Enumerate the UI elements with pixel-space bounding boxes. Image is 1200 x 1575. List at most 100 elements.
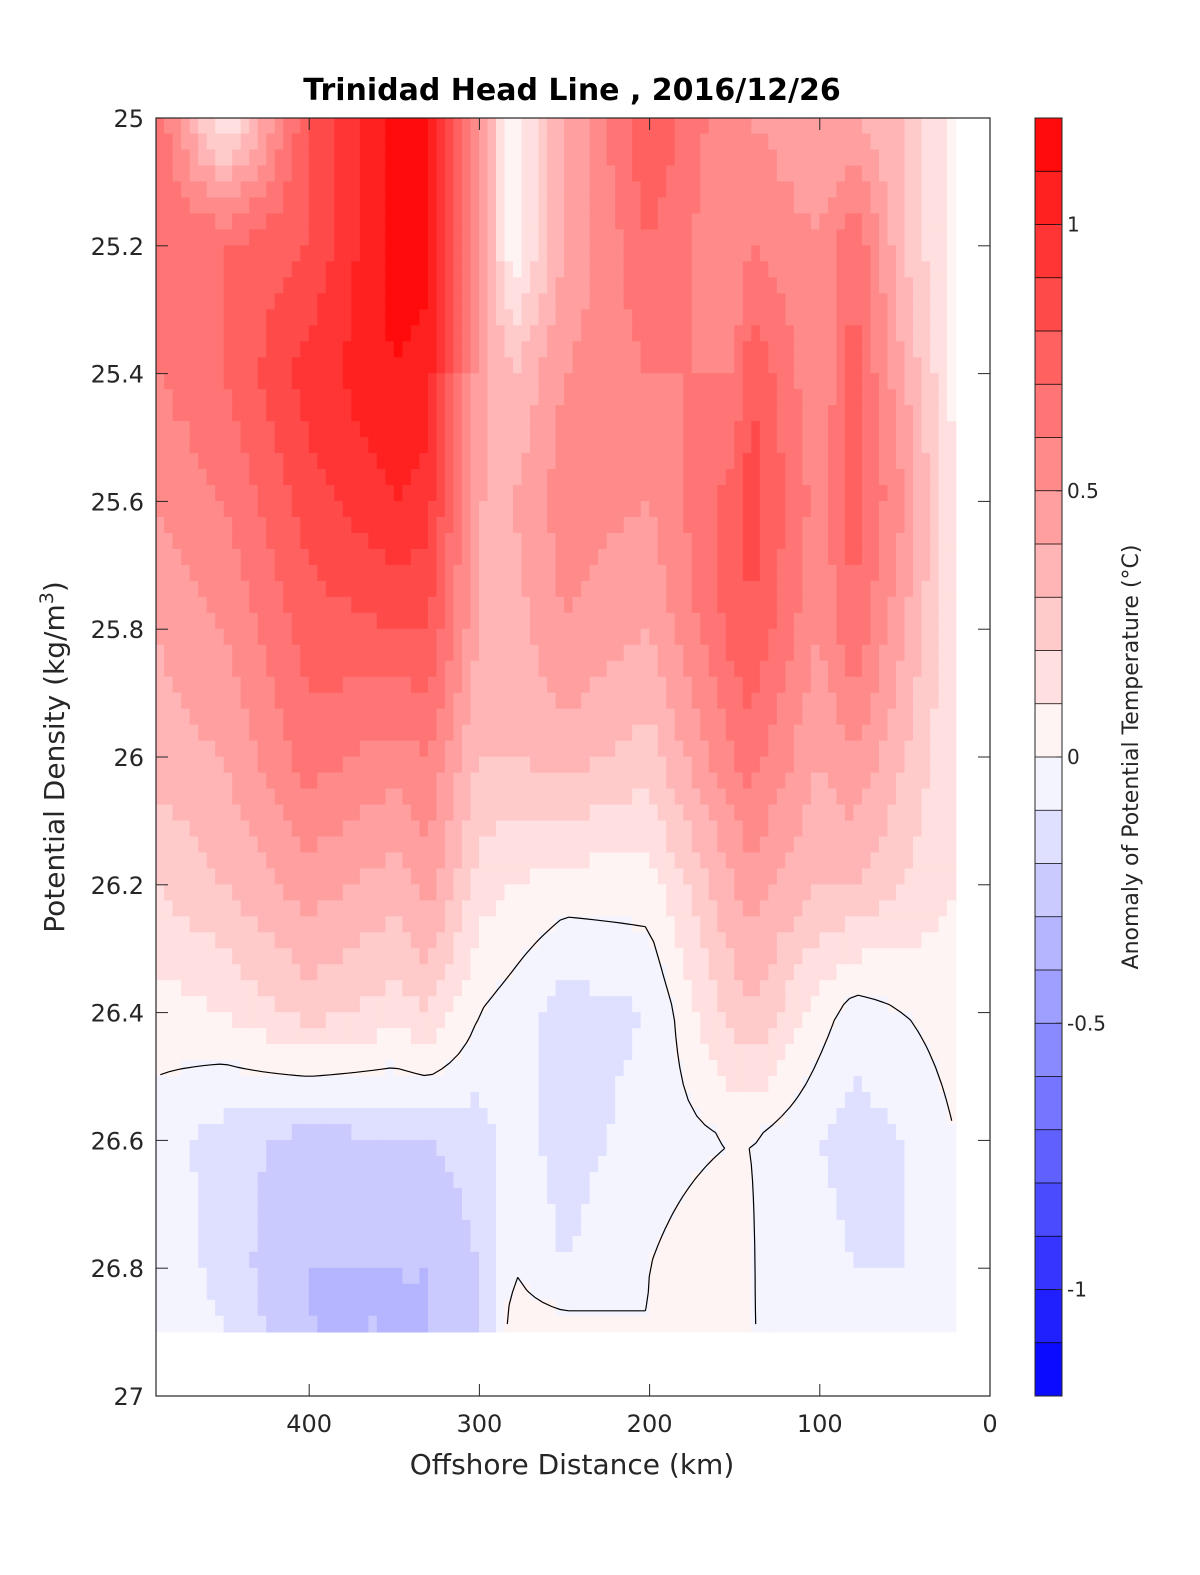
- contour-cell: [351, 868, 361, 886]
- contour-cell: [887, 516, 897, 534]
- contour-cell: [470, 740, 480, 758]
- contour-cell: [334, 916, 344, 934]
- contour-cell: [691, 916, 702, 934]
- contour-cell: [819, 181, 829, 199]
- contour-cell: [342, 389, 353, 406]
- contour-cell: [878, 772, 889, 790]
- contour-cell: [947, 580, 957, 598]
- contour-cell: [257, 133, 268, 151]
- contour-cell: [649, 197, 659, 215]
- contour-cell: [725, 245, 736, 263]
- contour-cell: [410, 421, 421, 438]
- contour-cell: [708, 277, 719, 295]
- contour-cell: [683, 948, 693, 966]
- contour-cell: [887, 405, 897, 422]
- contour-cell: [878, 245, 889, 263]
- contour-cell: [521, 708, 531, 726]
- contour-cell: [700, 133, 710, 151]
- contour-cell: [206, 532, 216, 550]
- contour-cell: [172, 293, 182, 311]
- contour-cell: [325, 756, 336, 774]
- contour-cell: [496, 421, 506, 438]
- contour-cell: [887, 916, 897, 934]
- contour-cell: [530, 756, 540, 774]
- contour-cell: [921, 692, 931, 710]
- contour-cell: [538, 149, 548, 167]
- contour-cell: [589, 213, 599, 231]
- contour-cell: [768, 820, 778, 838]
- contour-cell: [376, 596, 387, 614]
- contour-cell: [913, 516, 923, 534]
- contour-cell: [734, 373, 744, 390]
- contour-cell: [870, 884, 880, 902]
- contour-cell: [708, 564, 719, 582]
- contour-cell: [257, 628, 268, 646]
- contour-cell: [538, 118, 548, 135]
- contour-cell: [683, 692, 693, 710]
- contour-cell: [878, 325, 889, 343]
- contour-cell: [751, 820, 761, 838]
- contour-cell: [640, 708, 650, 726]
- contour-cell: [359, 341, 370, 359]
- contour-cell: [402, 852, 412, 870]
- contour-cell: [895, 836, 906, 854]
- contour-cell: [266, 628, 276, 646]
- contour-cell: [555, 501, 565, 518]
- contour-cell: [257, 788, 268, 806]
- contour-cell: [461, 548, 472, 566]
- contour-cell: [385, 405, 395, 422]
- contour-cell: [215, 900, 225, 918]
- contour-cell: [453, 277, 463, 295]
- contour-cell: [947, 788, 957, 806]
- contour-cell: [300, 644, 310, 662]
- contour-cell: [742, 325, 753, 343]
- contour-cell: [240, 149, 251, 167]
- contour-cell: [402, 118, 412, 135]
- contour-cell: [555, 756, 565, 774]
- contour-cell: [827, 612, 838, 630]
- contour-cell: [615, 740, 625, 758]
- contour-cell: [708, 341, 719, 359]
- contour-cell: [589, 501, 599, 518]
- contour-cell: [513, 213, 523, 231]
- contour-cell: [887, 756, 897, 774]
- contour-cell: [640, 149, 650, 167]
- contour-cell: [164, 149, 174, 167]
- contour-cell: [691, 628, 702, 646]
- contour-cell: [240, 325, 251, 343]
- contour-cell: [376, 628, 387, 646]
- contour-cell: [215, 133, 225, 151]
- contour-cell: [666, 469, 676, 486]
- contour-cell: [649, 229, 659, 247]
- contour-cell: [410, 261, 421, 279]
- contour-cell: [649, 852, 659, 870]
- contour-cell: [538, 916, 548, 934]
- contour-cell: [810, 165, 821, 183]
- contour-cell: [844, 421, 855, 438]
- contour-cell: [436, 836, 446, 854]
- contour-cell: [300, 197, 310, 215]
- contour-cell: [674, 628, 685, 646]
- contour-cell: [342, 469, 353, 486]
- contour-cell: [819, 149, 829, 167]
- contour-cell: [521, 724, 531, 742]
- contour-cell: [598, 676, 608, 694]
- contour-cell: [266, 245, 276, 263]
- contour-cell: [581, 485, 591, 502]
- contour-cell: [172, 118, 182, 135]
- contour-cell: [844, 868, 855, 886]
- contour-cell: [291, 133, 302, 151]
- contour-cell: [453, 628, 463, 646]
- contour-cell: [632, 373, 642, 390]
- contour-cell: [930, 740, 940, 758]
- contour-cell: [181, 628, 191, 646]
- contour-cell: [300, 772, 310, 790]
- contour-cell: [666, 453, 676, 470]
- contour-cell: [717, 181, 727, 199]
- contour-cell: [206, 612, 216, 630]
- contour-cell: [870, 580, 880, 598]
- contour-cell: [717, 548, 727, 566]
- contour-cell: [232, 197, 242, 215]
- contour-cell: [606, 612, 616, 630]
- contour-cell: [164, 309, 174, 327]
